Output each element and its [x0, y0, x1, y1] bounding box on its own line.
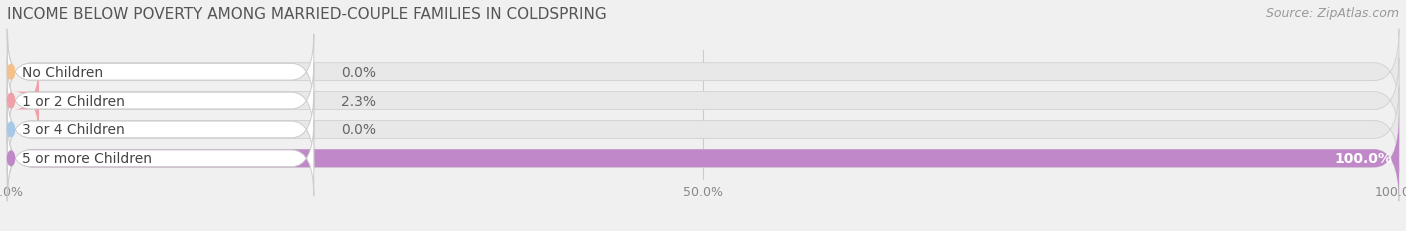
Text: 2.3%: 2.3% [342, 94, 375, 108]
FancyBboxPatch shape [7, 116, 1399, 201]
FancyBboxPatch shape [7, 30, 1399, 115]
FancyBboxPatch shape [7, 116, 1399, 201]
Text: 3 or 4 Children: 3 or 4 Children [22, 123, 125, 137]
Text: 100.0%: 100.0% [1334, 152, 1392, 166]
FancyBboxPatch shape [7, 58, 1399, 144]
FancyBboxPatch shape [7, 64, 314, 139]
FancyBboxPatch shape [7, 58, 39, 144]
Text: 0.0%: 0.0% [342, 123, 375, 137]
Text: 5 or more Children: 5 or more Children [22, 152, 152, 166]
FancyBboxPatch shape [7, 121, 314, 196]
Text: 1 or 2 Children: 1 or 2 Children [22, 94, 125, 108]
Text: Source: ZipAtlas.com: Source: ZipAtlas.com [1265, 7, 1399, 20]
FancyBboxPatch shape [7, 35, 314, 110]
Circle shape [7, 94, 14, 109]
Text: INCOME BELOW POVERTY AMONG MARRIED-COUPLE FAMILIES IN COLDSPRING: INCOME BELOW POVERTY AMONG MARRIED-COUPL… [7, 7, 607, 22]
FancyBboxPatch shape [7, 87, 1399, 173]
FancyBboxPatch shape [7, 92, 314, 167]
Circle shape [7, 122, 14, 137]
Circle shape [7, 151, 14, 166]
Text: 0.0%: 0.0% [342, 65, 375, 79]
Circle shape [7, 65, 14, 80]
Text: No Children: No Children [22, 65, 103, 79]
